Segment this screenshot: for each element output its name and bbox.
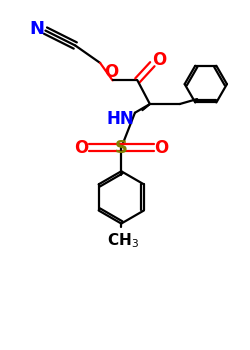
Text: HN: HN	[106, 110, 134, 128]
Text: CH$_3$: CH$_3$	[106, 232, 138, 250]
Text: O: O	[74, 139, 88, 156]
Text: N: N	[29, 20, 44, 38]
Text: O: O	[154, 139, 169, 156]
Text: O: O	[152, 51, 166, 69]
Text: S: S	[115, 139, 128, 156]
Text: O: O	[104, 63, 118, 82]
